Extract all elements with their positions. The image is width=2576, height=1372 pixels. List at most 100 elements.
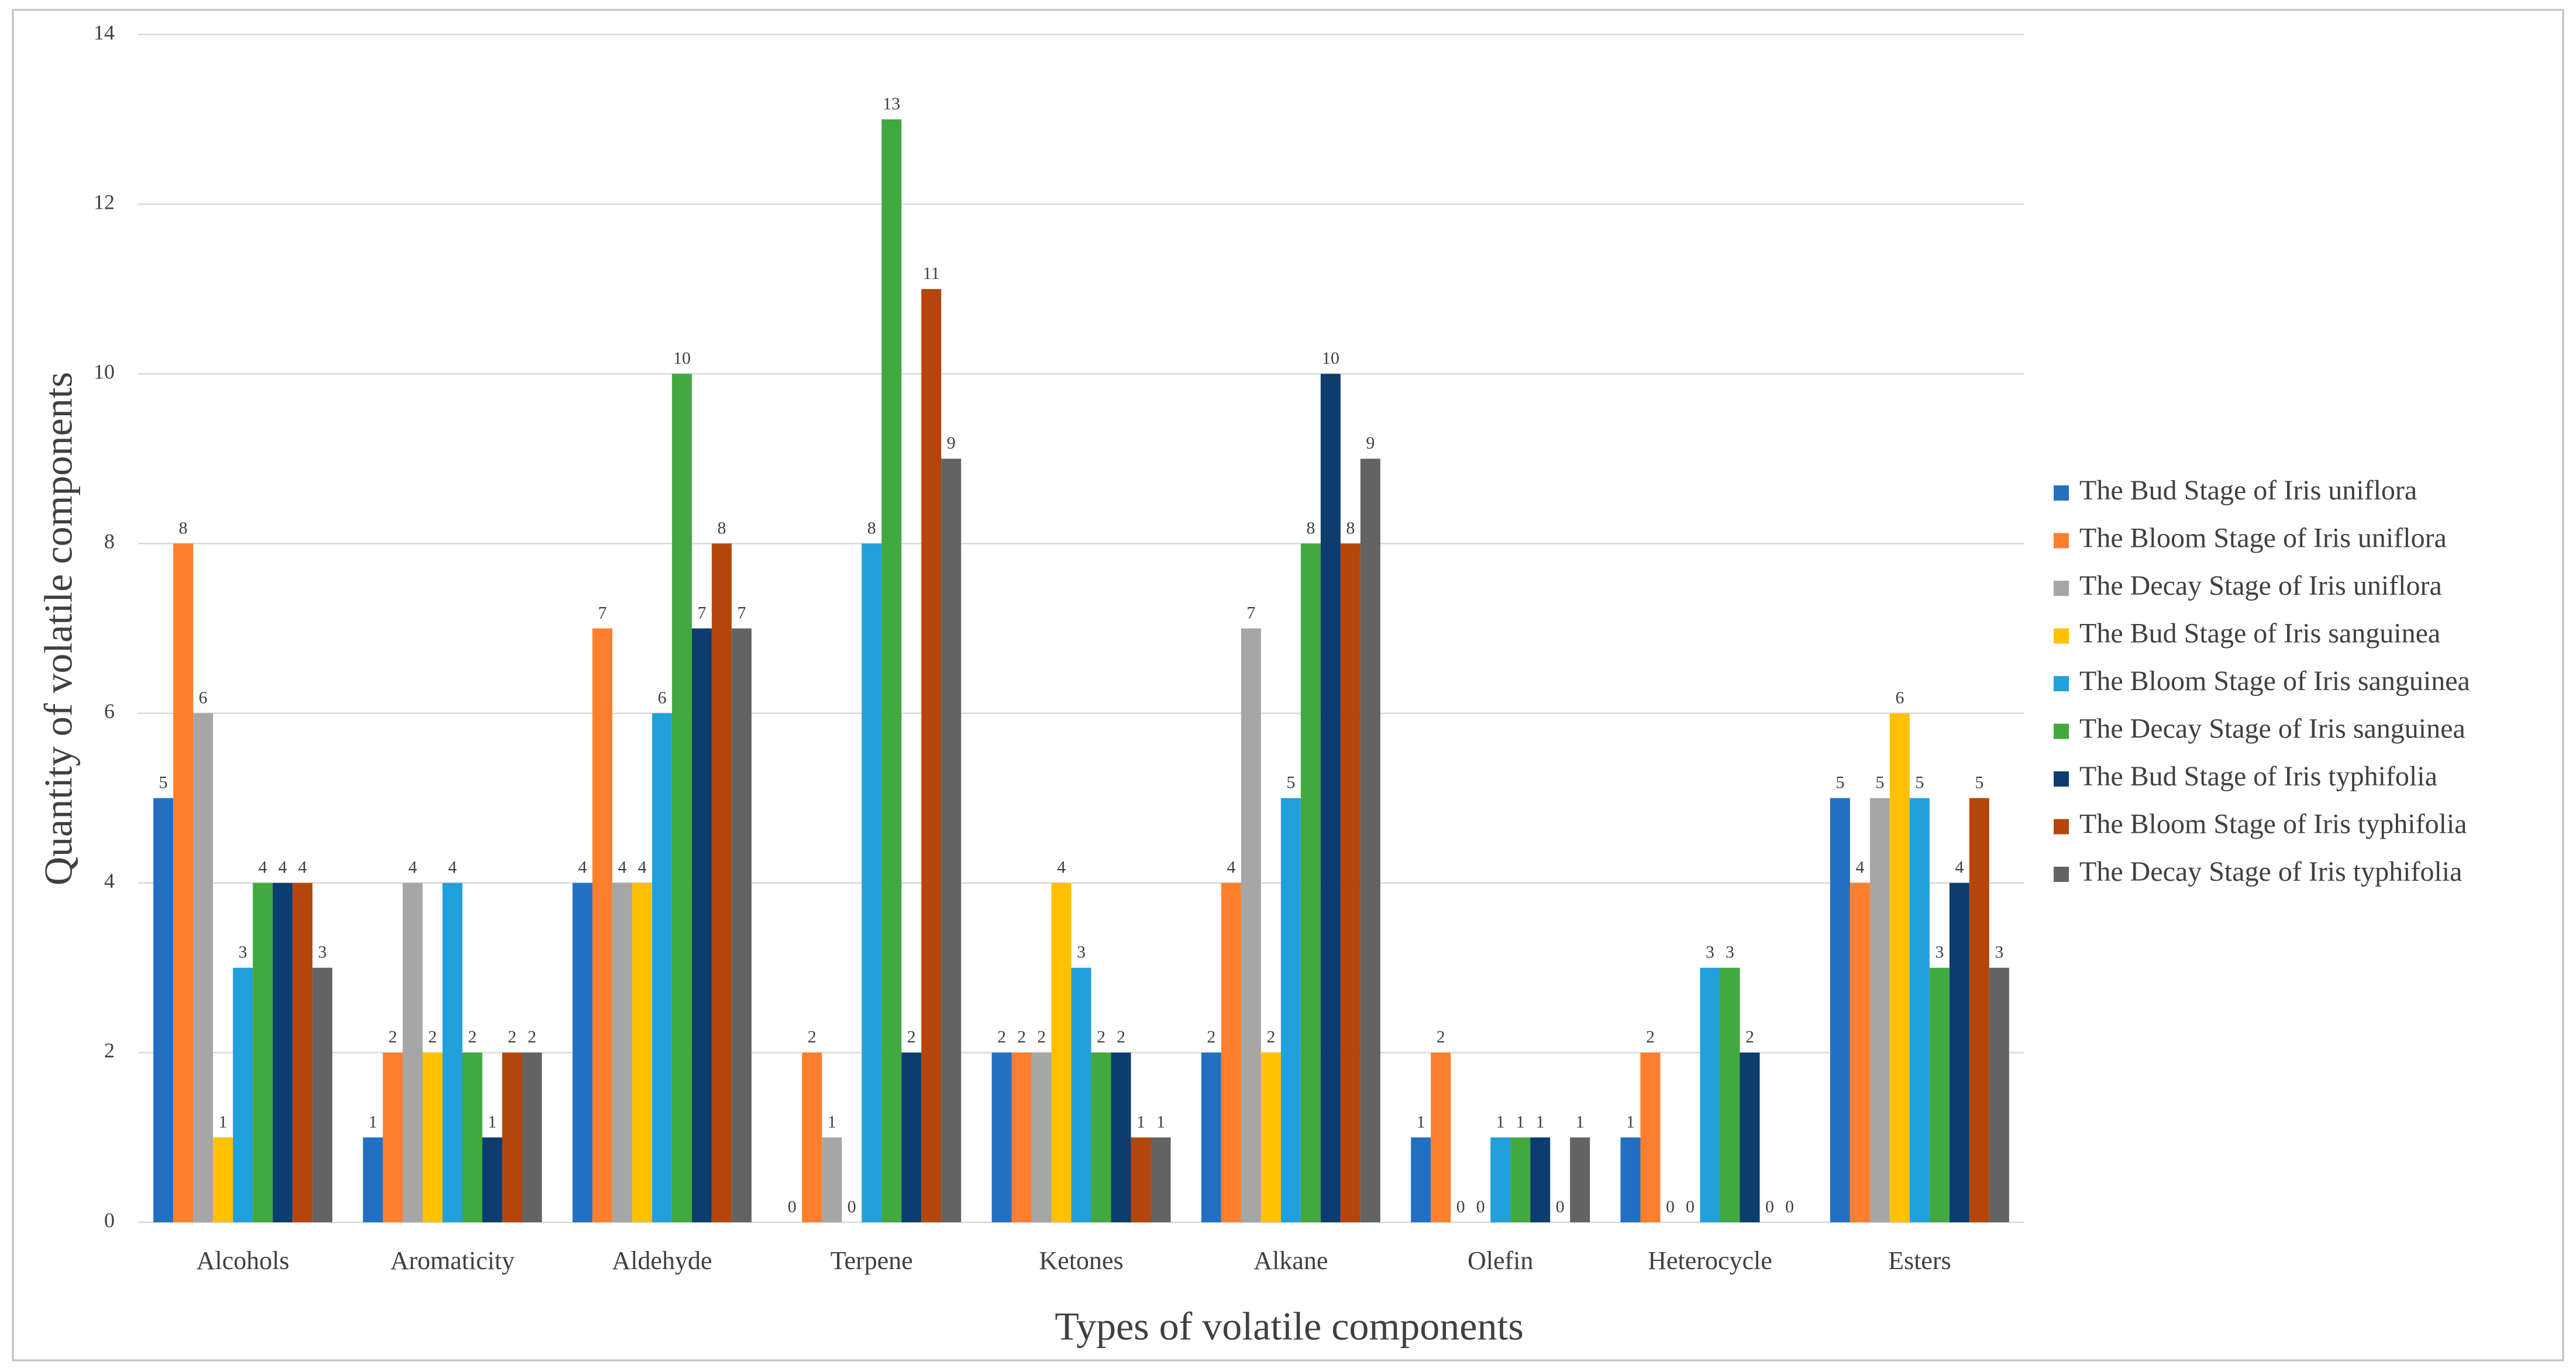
data-label: 4 — [278, 858, 287, 877]
data-label: 3 — [239, 943, 247, 962]
data-label: 6 — [657, 688, 666, 707]
bar — [941, 459, 962, 1222]
data-label: 1 — [1496, 1112, 1505, 1132]
bar — [632, 883, 652, 1222]
x-tick-label: Alcohols — [197, 1246, 290, 1275]
bar — [1949, 883, 1969, 1222]
data-label: 1 — [1137, 1112, 1145, 1132]
y-tick-label: 2 — [104, 1039, 115, 1062]
data-label: 1 — [1156, 1112, 1165, 1132]
legend-label: The Decay Stage of Iris uniflora — [2079, 570, 2442, 601]
legend-label: The Bud Stage of Iris sanguinea — [2079, 618, 2440, 649]
data-label: 1 — [1536, 1112, 1545, 1132]
legend-swatch — [2054, 533, 2069, 549]
bar — [862, 543, 882, 1222]
bar — [1570, 1137, 1590, 1222]
data-label: 2 — [468, 1028, 477, 1047]
bar — [422, 1052, 443, 1222]
data-label: 9 — [1366, 433, 1375, 453]
y-tick-label: 8 — [104, 530, 115, 553]
bar — [1431, 1052, 1451, 1222]
bar — [671, 374, 692, 1223]
y-tick-label: 14 — [94, 20, 115, 44]
data-label: 8 — [179, 518, 188, 537]
bar — [402, 883, 423, 1222]
bar — [691, 628, 712, 1222]
legend-label: The Bud Stage of Iris uniflora — [2079, 475, 2417, 506]
data-label: 4 — [618, 858, 626, 877]
data-label: 1 — [1516, 1112, 1525, 1132]
bar — [1490, 1137, 1511, 1222]
data-label: 0 — [788, 1197, 797, 1216]
bar — [1620, 1137, 1641, 1222]
data-label: 13 — [883, 94, 900, 113]
bar — [1280, 798, 1301, 1222]
data-label: 5 — [1875, 773, 1884, 792]
data-label: 5 — [1835, 773, 1844, 792]
bar — [1300, 543, 1321, 1222]
data-label: 7 — [1246, 603, 1255, 622]
data-label: 2 — [1017, 1028, 1026, 1047]
bar — [193, 713, 213, 1222]
data-label: 4 — [298, 858, 307, 877]
bar — [1151, 1137, 1171, 1222]
bar — [652, 713, 672, 1222]
data-label: 1 — [488, 1112, 497, 1132]
data-label: 3 — [1077, 943, 1086, 962]
data-label: 8 — [1346, 518, 1355, 537]
data-label: 3 — [1706, 943, 1714, 962]
bar — [1530, 1137, 1551, 1222]
bar — [1201, 1052, 1221, 1222]
bar — [1830, 798, 1850, 1222]
bar — [1510, 1137, 1531, 1222]
data-label: 1 — [369, 1112, 377, 1132]
x-tick-label: Esters — [1888, 1246, 1951, 1275]
x-tick-label: Alkane — [1253, 1246, 1328, 1275]
legend-label: The Decay Stage of Iris typhifolia — [2079, 856, 2462, 887]
data-label: 6 — [1895, 688, 1904, 707]
legend-label: The Bloom Stage of Iris sanguinea — [2079, 666, 2470, 697]
data-label: 1 — [828, 1112, 836, 1132]
x-tick-label: Olefin — [1468, 1246, 1533, 1275]
bar — [173, 543, 194, 1222]
bar — [482, 1137, 502, 1222]
data-label: 5 — [1286, 773, 1295, 792]
data-label: 8 — [867, 518, 876, 537]
data-label: 2 — [1745, 1028, 1754, 1047]
bar — [502, 1052, 522, 1222]
bar — [1241, 628, 1261, 1222]
data-label: 2 — [808, 1028, 817, 1047]
bar — [1929, 967, 1950, 1222]
data-label: 1 — [1626, 1112, 1635, 1132]
bar — [312, 967, 333, 1222]
bar — [1111, 1052, 1131, 1222]
bar — [292, 883, 313, 1222]
data-label: 0 — [1556, 1197, 1565, 1216]
data-label: 4 — [408, 858, 417, 877]
legend-swatch — [2054, 485, 2069, 501]
data-label: 0 — [1765, 1197, 1774, 1216]
data-label: 2 — [1207, 1028, 1215, 1047]
legend-swatch — [2054, 676, 2069, 691]
data-label: 1 — [1576, 1112, 1585, 1132]
legend-label: The Bloom Stage of Iris uniflora — [2079, 523, 2447, 554]
data-label: 4 — [578, 858, 587, 877]
data-label: 2 — [1646, 1028, 1655, 1047]
y-tick-label: 4 — [104, 869, 115, 892]
bar — [731, 628, 752, 1222]
data-label: 7 — [737, 603, 746, 622]
bar — [991, 1052, 1012, 1222]
data-label: 2 — [428, 1028, 437, 1047]
bar — [1091, 1052, 1111, 1222]
data-label: 7 — [598, 603, 607, 622]
bar — [612, 883, 632, 1222]
bar — [153, 798, 174, 1222]
data-label: 0 — [848, 1197, 856, 1216]
bar — [1969, 798, 1989, 1222]
bar — [1889, 713, 1910, 1222]
data-label: 9 — [947, 433, 956, 453]
bar — [1411, 1137, 1431, 1222]
data-label: 10 — [673, 349, 691, 368]
bar — [233, 967, 253, 1222]
